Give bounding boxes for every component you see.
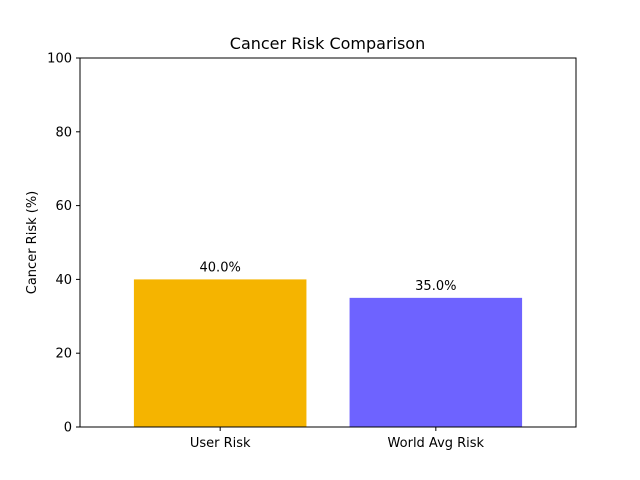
chart-title: Cancer Risk Comparison — [230, 34, 425, 53]
x-axis-ticks: User Risk World Avg Risk — [190, 427, 485, 451]
bars-group: 40.0% 35.0% — [133, 260, 523, 427]
bar — [133, 279, 307, 427]
y-tick-label: 100 — [47, 52, 72, 67]
x-tick-label: World Avg Risk — [388, 436, 485, 451]
y-tick-label: 80 — [55, 125, 72, 140]
x-tick-label: User Risk — [190, 436, 251, 451]
y-tick-label: 40 — [55, 273, 72, 288]
y-tick-label: 0 — [64, 421, 72, 436]
y-axis-ticks: 0 20 40 60 80 100 — [47, 52, 80, 436]
y-tick-label: 60 — [55, 199, 72, 214]
y-axis-label: Cancer Risk (%) — [25, 191, 40, 294]
plot-frame — [79, 57, 577, 428]
bar-value-label: 35.0% — [415, 279, 456, 294]
bar — [349, 297, 523, 427]
bar-value-label: 40.0% — [200, 260, 241, 275]
y-tick-label: 20 — [55, 347, 72, 362]
